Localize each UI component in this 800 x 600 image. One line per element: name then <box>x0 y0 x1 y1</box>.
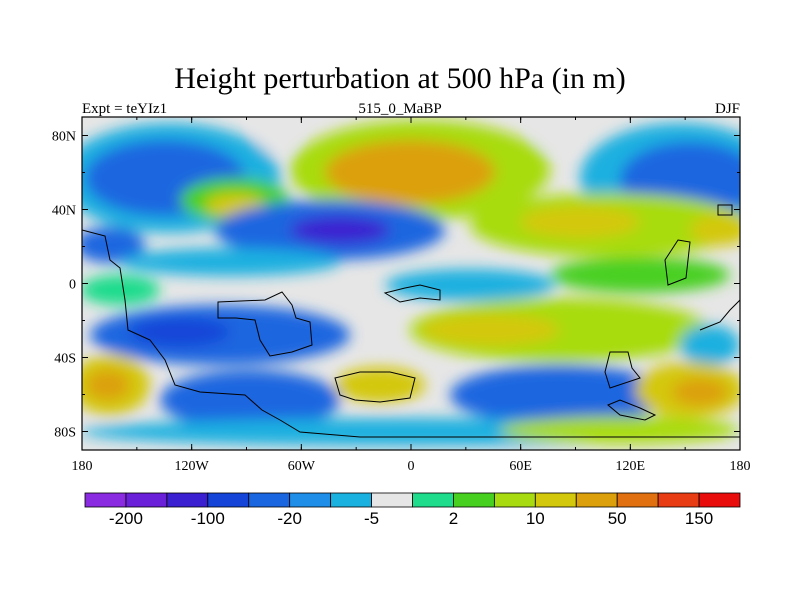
contour-blob <box>130 318 230 346</box>
contour-blob <box>335 367 425 403</box>
contour-blob <box>82 275 160 305</box>
y-tick-label: 80N <box>52 130 76 145</box>
contour-blob <box>385 269 555 301</box>
colorbar-label: -5 <box>364 509 379 528</box>
contour-blob <box>550 257 730 293</box>
colorbar-swatch <box>698 492 741 508</box>
contour-blob <box>86 370 130 400</box>
colorbar-swatch <box>412 492 454 508</box>
contour-blob <box>82 227 145 263</box>
chart-title: Height perturbation at 500 hPa (in m) <box>174 62 626 95</box>
x-tick-label: 180 <box>72 459 93 474</box>
colorbar-swatch <box>207 492 250 508</box>
x-tick-label: 60E <box>509 459 532 474</box>
colorbar-swatch <box>248 492 291 508</box>
colorbar-label: 10 <box>526 509 545 528</box>
contour-blob <box>290 216 390 244</box>
coastline-australia <box>604 351 641 389</box>
x-tick-label: 0 <box>408 459 415 474</box>
contour-blob <box>537 117 573 148</box>
coastlines <box>82 204 740 438</box>
colorbar-label: -20 <box>277 509 302 528</box>
colorbar-swatch <box>84 492 127 508</box>
colorbar-swatch <box>453 492 495 508</box>
axis-ticks: 180 120W 60W 0 60E 120E 180 80N 40N 0 40S 80S <box>52 117 751 474</box>
colorbar-label: -200 <box>109 509 143 528</box>
y-tick-label: 80S <box>54 426 76 441</box>
y-tick-label: 40S <box>54 352 76 367</box>
contour-blob <box>500 416 740 444</box>
colorbar-label: -100 <box>191 509 225 528</box>
contour-blob <box>672 378 728 406</box>
colorbar-swatch <box>493 492 536 508</box>
coastline-tasmania <box>607 399 657 421</box>
colorbar-swatch <box>166 492 209 508</box>
y-tick-label: 0 <box>69 278 76 293</box>
colorbar-label: 50 <box>608 509 627 528</box>
coastline-antarctic-peninsula <box>334 371 416 403</box>
contour-blob <box>420 314 560 346</box>
season-label: DJF <box>714 101 740 117</box>
colorbar-label: 2 <box>449 509 458 528</box>
colorbar-label: 150 <box>685 509 713 528</box>
colorbar-swatch <box>125 492 168 508</box>
contour-blob <box>450 365 670 425</box>
colorbar-swatch <box>657 492 700 508</box>
colorbar-swatch <box>289 492 332 508</box>
coastline-islands <box>717 204 733 216</box>
colorbar: -200 -100 -20 -5 2 10 50 150 <box>84 492 741 528</box>
x-tick-label: 120E <box>616 459 646 474</box>
x-tick-label: 60W <box>288 459 316 474</box>
colorbar-swatch <box>371 492 413 508</box>
coastline-americas <box>82 229 361 438</box>
colorbar-swatch <box>575 492 618 508</box>
contour-field <box>82 117 740 450</box>
contour-blob <box>690 214 740 246</box>
experiment-label: Expt = teYIz1 <box>82 101 168 117</box>
x-tick-label: 120W <box>175 459 210 474</box>
x-tick-label: 180 <box>730 459 751 474</box>
contour-blob <box>520 206 640 238</box>
contour-blob <box>325 140 495 204</box>
colorbar-swatch <box>616 492 659 508</box>
coastline-south-america <box>217 291 313 357</box>
coastline-japan <box>664 239 691 286</box>
contour-blob <box>680 325 740 365</box>
coastline-africa-north <box>383 284 441 303</box>
contour-blob <box>257 117 293 152</box>
colorbar-swatch <box>330 492 372 508</box>
coastline-pacific <box>699 299 740 331</box>
y-tick-label: 40N <box>52 204 76 219</box>
contour-blob <box>120 248 340 276</box>
colorbar-swatch <box>534 492 577 508</box>
time-period-label: 515_0_MaBP <box>358 101 442 117</box>
